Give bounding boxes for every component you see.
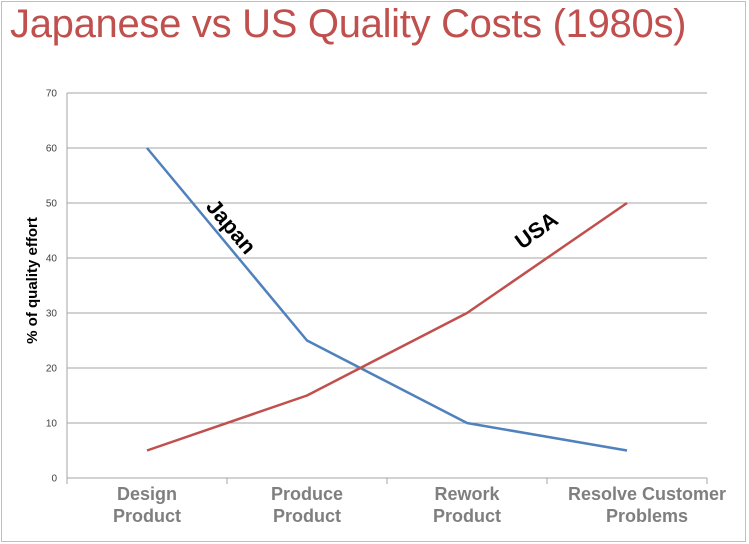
y-tick-label: 10 — [46, 419, 58, 430]
y-tick-label: 20 — [46, 364, 58, 375]
annotation-usa: USA — [510, 206, 562, 254]
x-tick-label: Produce Product — [271, 484, 343, 526]
x-tick-label: Design Product — [113, 484, 181, 526]
y-tick-label: 30 — [46, 309, 58, 320]
x-tick-label: Rework Product — [433, 484, 501, 526]
y-tick-label: 0 — [51, 474, 57, 485]
chart-title: Japanese vs US Quality Costs (1980s) — [10, 2, 687, 46]
y-tick-label: 60 — [46, 144, 58, 155]
y-tick-label: 70 — [46, 89, 58, 100]
y-axis-label: % of quality effort — [24, 217, 41, 344]
x-tick-label: Resolve Customer Problems — [568, 484, 726, 526]
series-line-japan — [146, 147, 628, 452]
y-tick-label: 40 — [46, 254, 58, 265]
series-line-usa — [146, 201, 628, 452]
y-tick-label: 50 — [46, 199, 58, 210]
